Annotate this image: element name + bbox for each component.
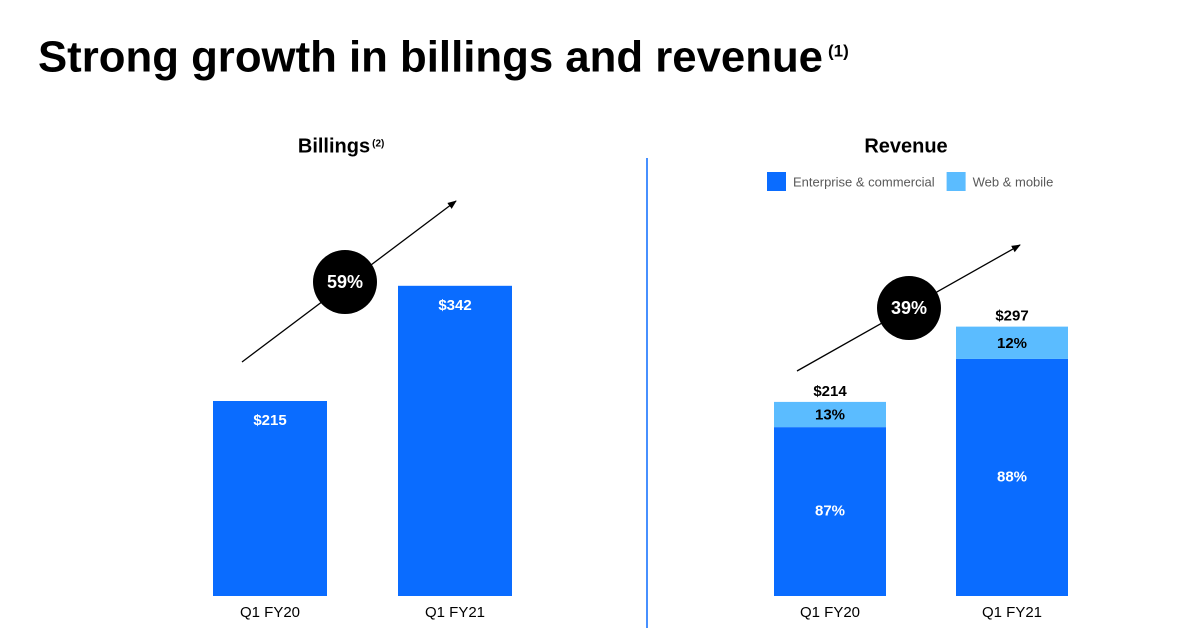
x-tick-label: Q1 FY21 [982, 604, 1042, 621]
legend-swatch [946, 172, 966, 191]
bar [213, 400, 327, 596]
bar-segment [956, 326, 1068, 359]
total-label: $297 [995, 308, 1028, 325]
chart-title: Billings [298, 135, 370, 157]
x-tick-label: Q1 FY21 [425, 604, 485, 621]
value-label: $342 [438, 297, 471, 314]
slide-title: Strong growth in billings and revenue [38, 33, 823, 82]
legend-label: Enterprise & commercial [793, 174, 935, 189]
bar-segment [774, 401, 886, 428]
legend-label: Web & mobile [973, 174, 1054, 189]
x-tick-label: Q1 FY20 [240, 604, 300, 621]
bar [398, 285, 512, 596]
total-label: $214 [813, 383, 847, 400]
bar-segment [774, 427, 886, 596]
chart-title: Revenue [864, 135, 947, 157]
title-note: (1) [828, 41, 849, 60]
segment-label: 13% [815, 406, 845, 423]
x-tick-label: Q1 FY20 [800, 604, 860, 621]
title-note: (2) [372, 139, 384, 150]
value-label: $215 [253, 412, 286, 429]
growth-badge [877, 276, 941, 340]
segment-label: 88% [997, 468, 1027, 485]
growth-badge [313, 250, 377, 314]
segment-label: 87% [815, 503, 845, 520]
segment-label: 12% [997, 335, 1027, 352]
legend-swatch [767, 172, 786, 191]
growth-label: 39% [891, 298, 927, 318]
growth-label: 59% [327, 272, 363, 292]
bar-segment [956, 358, 1068, 596]
